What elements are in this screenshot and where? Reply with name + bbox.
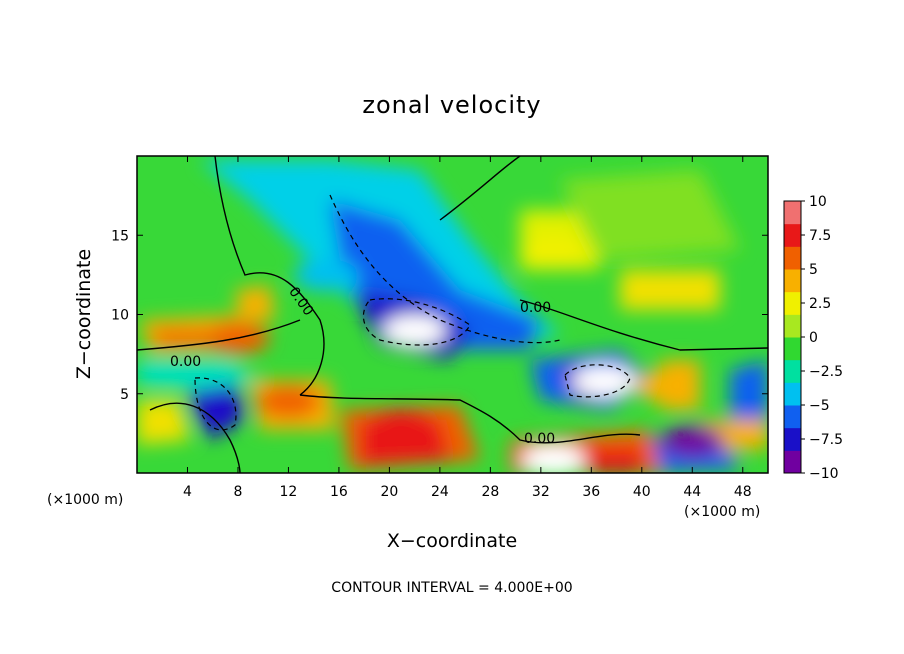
- x-tick-label: 28: [481, 484, 499, 500]
- colorbar-tick-label: −7.5: [809, 432, 843, 448]
- colorbar-swatch: [784, 223, 801, 247]
- field-region: [560, 170, 740, 260]
- field-core: [294, 258, 359, 291]
- colorbar-tick-label: −5: [809, 398, 830, 414]
- colorbar-swatch: [784, 337, 801, 361]
- colorbar-swatch: [784, 246, 801, 270]
- chart-title: zonal velocity: [362, 91, 541, 119]
- x-tick-label: 16: [330, 484, 348, 500]
- colorbar-tick-label: 10: [809, 194, 827, 210]
- contour-interval-note: CONTOUR INTERVAL = 4.000E+00: [331, 580, 572, 596]
- contour-label: 0.00: [524, 431, 555, 447]
- x-tick-label: 20: [380, 484, 398, 500]
- colorbar-swatch: [784, 359, 801, 383]
- field-core: [635, 369, 700, 402]
- x-axis-ticks: 4 8 12 16 20 24 28 32 36 40 44 48: [183, 156, 752, 500]
- contour-line-negative: [564, 364, 631, 398]
- colorbar-tick-label: 7.5: [809, 228, 831, 244]
- field-core: [660, 425, 725, 458]
- y-axis-ticks: 5 10 15: [111, 228, 768, 403]
- x-tick-label: 24: [431, 484, 449, 500]
- x-tick-label: 36: [582, 484, 600, 500]
- contour-label: 0.00: [520, 300, 551, 316]
- x-tick-label: 44: [683, 484, 701, 500]
- field-core: [571, 365, 636, 398]
- colorbar-tick-label: 2.5: [809, 296, 831, 312]
- field-region: [137, 360, 260, 390]
- colorbar-tick-label: −2.5: [809, 364, 843, 380]
- contour-line-zero: [439, 156, 521, 221]
- contour-line-negative: [194, 377, 237, 431]
- x-axis-title: X−coordinate: [387, 530, 517, 552]
- plot-area: [137, 156, 768, 473]
- colorbar-swatch: [784, 201, 801, 225]
- contour-line-zero: [149, 402, 241, 473]
- colorbar-swatch: [784, 291, 801, 315]
- velocity-field: [137, 160, 768, 473]
- contour-line-zero: [299, 394, 641, 444]
- colorbar-swatch: [784, 427, 801, 451]
- contour-line-negative: [362, 298, 471, 346]
- field-region: [137, 400, 190, 445]
- colorbar-swatch: [784, 382, 801, 406]
- colorbar-ticks: 10 7.5 5 2.5 0 −2.5 −5 −7.5 −10: [801, 194, 843, 482]
- field-region: [730, 360, 768, 420]
- field-core: [370, 409, 435, 442]
- field-core: [521, 444, 586, 473]
- colorbar: [783, 200, 802, 474]
- colorbar-swatch: [784, 314, 801, 338]
- x-tick-label: 32: [532, 484, 550, 500]
- colorbar-tick-label: −10: [809, 466, 839, 482]
- contour-label: 0.00: [170, 354, 201, 370]
- y-tick-label: 15: [111, 228, 129, 244]
- y-tick-label: 10: [111, 308, 129, 324]
- contour-lines: [137, 156, 768, 473]
- field-core: [382, 314, 447, 347]
- field-core: [521, 235, 586, 268]
- x-tick-label: 4: [183, 484, 192, 500]
- x-unit-left: (×1000 m): [47, 492, 123, 508]
- colorbar-swatch: [784, 269, 801, 293]
- field-region: [620, 270, 720, 310]
- colorbar-tick-label: 0: [809, 330, 818, 346]
- colorbar-tick-label: 5: [809, 262, 818, 278]
- x-tick-label: 8: [233, 484, 242, 500]
- contour-labels: 0.00 0.00 0.00 0.00: [170, 284, 555, 447]
- x-tick-label: 40: [633, 484, 651, 500]
- y-tick-label: 5: [120, 387, 129, 403]
- x-unit-right: (×1000 m): [684, 504, 760, 520]
- x-tick-label: 48: [734, 484, 752, 500]
- x-tick-label: 12: [280, 484, 298, 500]
- field-core: [256, 385, 321, 418]
- colorbar-swatch: [784, 405, 801, 429]
- contour-line-zero: [519, 299, 768, 351]
- y-axis-title: Z−coordinate: [73, 249, 95, 379]
- colorbar-swatch: [784, 450, 801, 474]
- contour-line-zero: [214, 156, 325, 396]
- contour-line-zero: [137, 319, 301, 351]
- field-region: [235, 285, 275, 322]
